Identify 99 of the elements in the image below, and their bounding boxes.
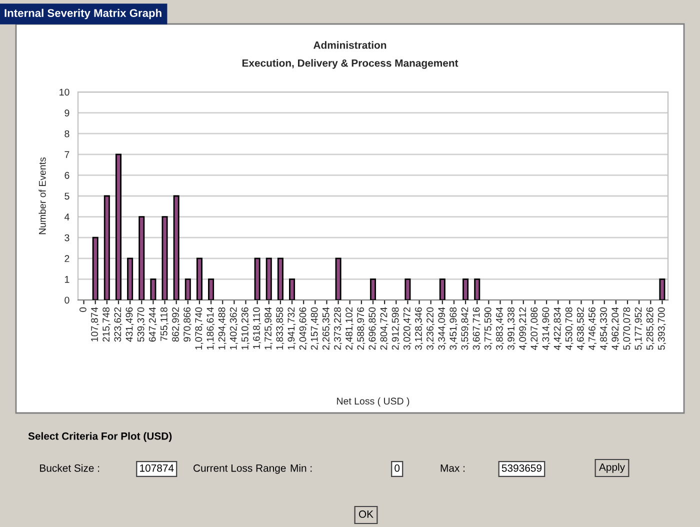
x-tick-label: 1,402,362 — [230, 307, 238, 350]
bar — [659, 278, 666, 300]
x-tick-label: 431,496 — [126, 307, 134, 342]
y-tick-label: 7 — [64, 151, 70, 158]
x-tick-label: 2,804,724 — [380, 307, 388, 350]
x-tick-label: 4,422,834 — [554, 307, 562, 350]
x-tick-label: 3,451,968 — [450, 307, 458, 350]
bar — [370, 278, 376, 300]
bar — [173, 195, 180, 300]
x-tick-label: 5,177,952 — [634, 307, 643, 350]
y-tick-label: 2 — [64, 255, 70, 262]
text: Current Loss Range — [194, 464, 286, 474]
y-tick-label: 3 — [64, 234, 70, 242]
x-tick-label: 3,020,472 — [403, 307, 412, 350]
text: Max : — [440, 464, 465, 472]
x-tick-label: 1,725,984 — [264, 307, 273, 350]
x-tick-label: 1,078,740 — [195, 307, 204, 350]
x-tick-label: 3,559,842 — [461, 307, 470, 350]
x-tick-label: 2,157,480 — [310, 307, 319, 350]
bar — [208, 278, 214, 300]
bar — [266, 258, 272, 300]
x-tick-label: 3,775,590 — [484, 307, 492, 350]
x-tick-label: 647,244 — [148, 307, 157, 342]
y-tick-label: 8 — [64, 130, 70, 138]
bar — [462, 278, 469, 300]
x-tick-label: 539,370 — [137, 307, 146, 342]
bar — [439, 278, 446, 300]
bar — [289, 278, 296, 300]
x-tick-label: 1,941,732 — [288, 307, 296, 350]
y-tick-label: 9 — [64, 110, 70, 116]
bar — [92, 236, 98, 300]
x-tick-label: 2,696,850 — [368, 307, 377, 350]
x-tick-label: 5,070,078 — [623, 307, 632, 350]
x-tick-label: 4,746,456 — [588, 307, 597, 350]
x-tick-label: 3,128,346 — [415, 307, 424, 350]
text: 5393659 — [502, 464, 542, 472]
x-tick-label: 215,748 — [102, 307, 111, 342]
x-tick-label: 107,874 — [91, 307, 100, 342]
text: Bucket Size : — [40, 464, 100, 472]
x-tick-label: 4,638,582 — [576, 307, 585, 350]
y-tick-label: 10 — [60, 88, 70, 96]
y-tick-label: 0 — [64, 296, 70, 304]
x-tick-label: 2,265,354 — [322, 307, 330, 350]
chart-subtitle: Execution, Delivery & Process Management — [242, 59, 458, 69]
text: Internal Severity Matrix Graph — [4, 8, 162, 20]
x-tick-label: 4,207,086 — [530, 307, 539, 350]
bar — [404, 278, 411, 300]
x-tick-label: 4,314,960 — [542, 307, 550, 350]
chart-title: Administration — [314, 41, 386, 49]
x-tick-label: 323,622 — [114, 307, 122, 342]
text: 0 — [394, 464, 400, 472]
x-tick-label: 2,049,606 — [299, 307, 308, 350]
y-tick-label: 5 — [64, 192, 70, 200]
x-tick-label: 5,393,700 — [658, 307, 666, 350]
x-tick-label: 862,992 — [172, 307, 180, 342]
x-tick-label: 3,667,716 — [472, 307, 481, 350]
x-tick-label: 1,618,110 — [253, 307, 262, 349]
bar — [104, 195, 110, 300]
bar — [474, 278, 480, 300]
bar — [277, 258, 284, 300]
bar — [115, 154, 122, 300]
x-tick-label: 3,344,094 — [438, 307, 446, 350]
x-tick-label: 4,854,330 — [600, 307, 608, 350]
bar — [127, 258, 134, 300]
x-axis-title: Net Loss ( USD ) — [337, 397, 410, 406]
text: Select Criteria For Plot (USD) — [28, 432, 172, 442]
x-tick-label: 2,373,228 — [334, 307, 342, 350]
x-tick-label: 1,510,236 — [241, 307, 250, 350]
bar — [335, 258, 342, 300]
x-tick-label: 4,530,708 — [565, 307, 574, 350]
x-tick-label: 2,912,598 — [392, 307, 400, 350]
x-tick-label: 1,294,488 — [218, 307, 226, 350]
bar — [138, 216, 145, 300]
x-tick-label: 2,588,976 — [357, 307, 366, 350]
x-tick-label: 3,991,338 — [508, 307, 516, 350]
y-tick-label: 4 — [64, 214, 70, 220]
x-tick-label: 4,962,204 — [612, 307, 620, 350]
x-tick-label: 3,883,464 — [496, 307, 504, 350]
x-tick-label: 1,833,858 — [276, 307, 284, 350]
bar — [254, 258, 260, 300]
x-tick-label: 2,481,102 — [346, 307, 354, 350]
bar — [184, 278, 191, 300]
x-tick-label: 3,236,220 — [426, 307, 435, 350]
x-tick-label: 1,186,614 — [206, 307, 215, 350]
y-axis-title: Number of Events — [38, 157, 46, 234]
x-tick-label: 5,285,826 — [646, 307, 654, 350]
y-tick-label: 6 — [64, 172, 70, 179]
text: 107874 — [140, 464, 174, 472]
bar — [150, 278, 156, 300]
x-tick-label: 970,866 — [184, 307, 192, 342]
x-tick-label: 755,118 — [160, 307, 169, 341]
text: Min : — [290, 464, 312, 472]
bar — [196, 258, 202, 300]
bar — [162, 216, 168, 300]
text: OK — [358, 510, 374, 518]
y-tick-label: 1 — [65, 276, 70, 283]
text: Apply — [598, 463, 626, 473]
x-tick-label: 4,099,212 — [519, 307, 528, 350]
x-tick-label: 0 — [80, 307, 86, 312]
